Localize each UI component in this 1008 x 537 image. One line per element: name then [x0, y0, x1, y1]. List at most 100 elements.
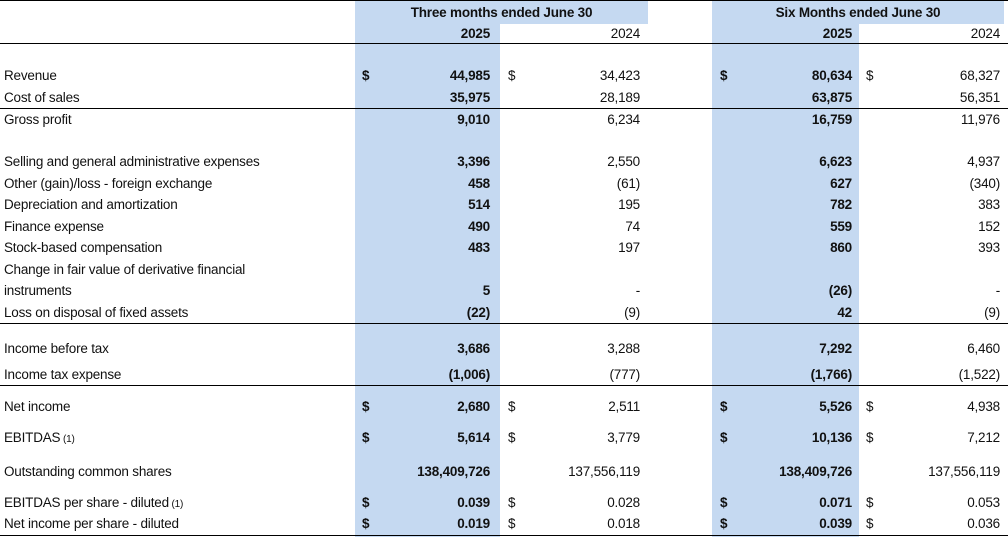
row-value: 483: [468, 240, 490, 255]
row-value: 137,556,119: [928, 464, 1000, 479]
row-label: Revenue: [4, 68, 57, 83]
currency-symbol: $: [362, 68, 370, 83]
row-value: 5,614: [457, 430, 490, 445]
row-value: 2,550: [607, 154, 640, 169]
row-label: Gross profit: [4, 112, 72, 127]
currency-symbol: $: [720, 430, 728, 445]
row-value: (340): [969, 176, 1000, 191]
divider: [0, 108, 1008, 109]
row-value: 3,779: [607, 430, 640, 445]
row-value: 11,976: [960, 112, 1000, 127]
row-value: 7,212: [967, 430, 1000, 445]
row-label: Net income per share - diluted: [4, 516, 179, 531]
row-label: EBITDAS (1): [4, 430, 75, 445]
row-value: 383: [978, 197, 1000, 212]
row-value: 559: [830, 219, 852, 234]
row-label: Finance expense: [4, 219, 104, 234]
row-value: 0.071: [819, 495, 852, 510]
row-value: 3,686: [457, 341, 490, 356]
row-label-continued: instruments: [4, 283, 72, 298]
row-label: Selling and general administrative expen…: [4, 154, 260, 169]
row-value: 0.019: [457, 516, 490, 531]
year-header-ytd-2025: 2025: [822, 26, 852, 41]
divider: [0, 535, 1008, 536]
row-value: 6,623: [819, 154, 852, 169]
row-label: Change in fair value of derivative finan…: [4, 262, 246, 277]
row-label: Stock-based compensation: [4, 240, 163, 255]
row-value: 0.036: [967, 516, 1000, 531]
currency-symbol: $: [362, 516, 370, 531]
row-value: 458: [468, 176, 490, 191]
row-value: 138,409,726: [779, 464, 852, 479]
row-value: 68,327: [959, 68, 1000, 83]
row-value: 35,975: [449, 90, 490, 105]
row-value: 6,460: [967, 341, 1000, 356]
year-header-ytd-2024: 2024: [970, 26, 1000, 41]
row-value: -: [635, 283, 641, 298]
row-label: Loss on disposal of fixed assets: [4, 305, 189, 320]
row-label: Income before tax: [4, 341, 109, 356]
year-header-q-2024: 2024: [610, 26, 640, 41]
row-value: 0.018: [607, 516, 640, 531]
footnote-ref: (1): [60, 434, 75, 445]
row-value: (1,766): [810, 367, 853, 382]
row-value: 6,234: [607, 112, 640, 127]
row-value: 74: [625, 219, 640, 234]
row-value: 9,010: [457, 112, 490, 127]
currency-symbol: $: [362, 430, 370, 445]
row-value: (1,006): [448, 367, 491, 382]
row-label: Net income: [4, 399, 71, 414]
row-label: EBITDAS per share - diluted (1): [4, 495, 184, 510]
currency-symbol: $: [720, 495, 728, 510]
row-value: 4,937: [967, 154, 1000, 169]
row-value: (22): [466, 305, 490, 320]
header-three-months: Three months ended June 30: [410, 5, 593, 20]
currency-symbol: $: [508, 430, 516, 445]
row-value: 195: [618, 197, 640, 212]
row-value: 137,556,119: [568, 464, 640, 479]
currency-symbol: $: [508, 516, 516, 531]
year-header-q-2025: 2025: [460, 26, 490, 41]
row-value: 5: [482, 283, 491, 298]
row-value: (1,522): [958, 367, 1001, 382]
row-value: (777): [609, 367, 640, 382]
row-value: 0.039: [819, 516, 852, 531]
row-label: Other (gain)/loss - foreign exchange: [4, 176, 213, 191]
currency-symbol: $: [362, 399, 370, 414]
row-value: 63,875: [811, 90, 852, 105]
currency-symbol: $: [508, 495, 516, 510]
row-value: 80,634: [811, 68, 852, 83]
currency-symbol: $: [866, 399, 874, 414]
row-value: 34,423: [599, 68, 640, 83]
row-value: 2,680: [457, 399, 490, 414]
row-value: 7,292: [819, 341, 852, 356]
row-value: 44,985: [449, 68, 490, 83]
currency-symbol: $: [866, 495, 874, 510]
currency-symbol: $: [508, 68, 516, 83]
row-value: 627: [830, 176, 852, 191]
row-value: 28,189: [599, 90, 640, 105]
currency-symbol: $: [720, 68, 728, 83]
row-value: -: [995, 283, 1001, 298]
divider: [0, 0, 1008, 1]
header-six-months: Six Months ended June 30: [775, 5, 941, 20]
row-value: 782: [830, 197, 852, 212]
row-value: 4,938: [967, 399, 1000, 414]
row-value: 10,136: [811, 430, 852, 445]
row-value: 197: [618, 240, 640, 255]
row-value: 5,526: [819, 399, 852, 414]
footnote-ref: (1): [168, 499, 184, 510]
row-value: (61): [616, 176, 640, 191]
row-value: (9): [984, 305, 1000, 320]
row-value: 0.028: [607, 495, 640, 510]
currency-symbol: $: [866, 430, 874, 445]
row-value: 490: [468, 219, 490, 234]
currency-symbol: $: [866, 68, 874, 83]
row-value: 0.039: [457, 495, 490, 510]
row-value: 2,511: [608, 399, 640, 414]
divider: [0, 323, 1008, 324]
row-value: 152: [978, 219, 1000, 234]
currency-symbol: $: [866, 516, 874, 531]
divider: [0, 385, 1008, 386]
row-value: 3,396: [457, 154, 490, 169]
